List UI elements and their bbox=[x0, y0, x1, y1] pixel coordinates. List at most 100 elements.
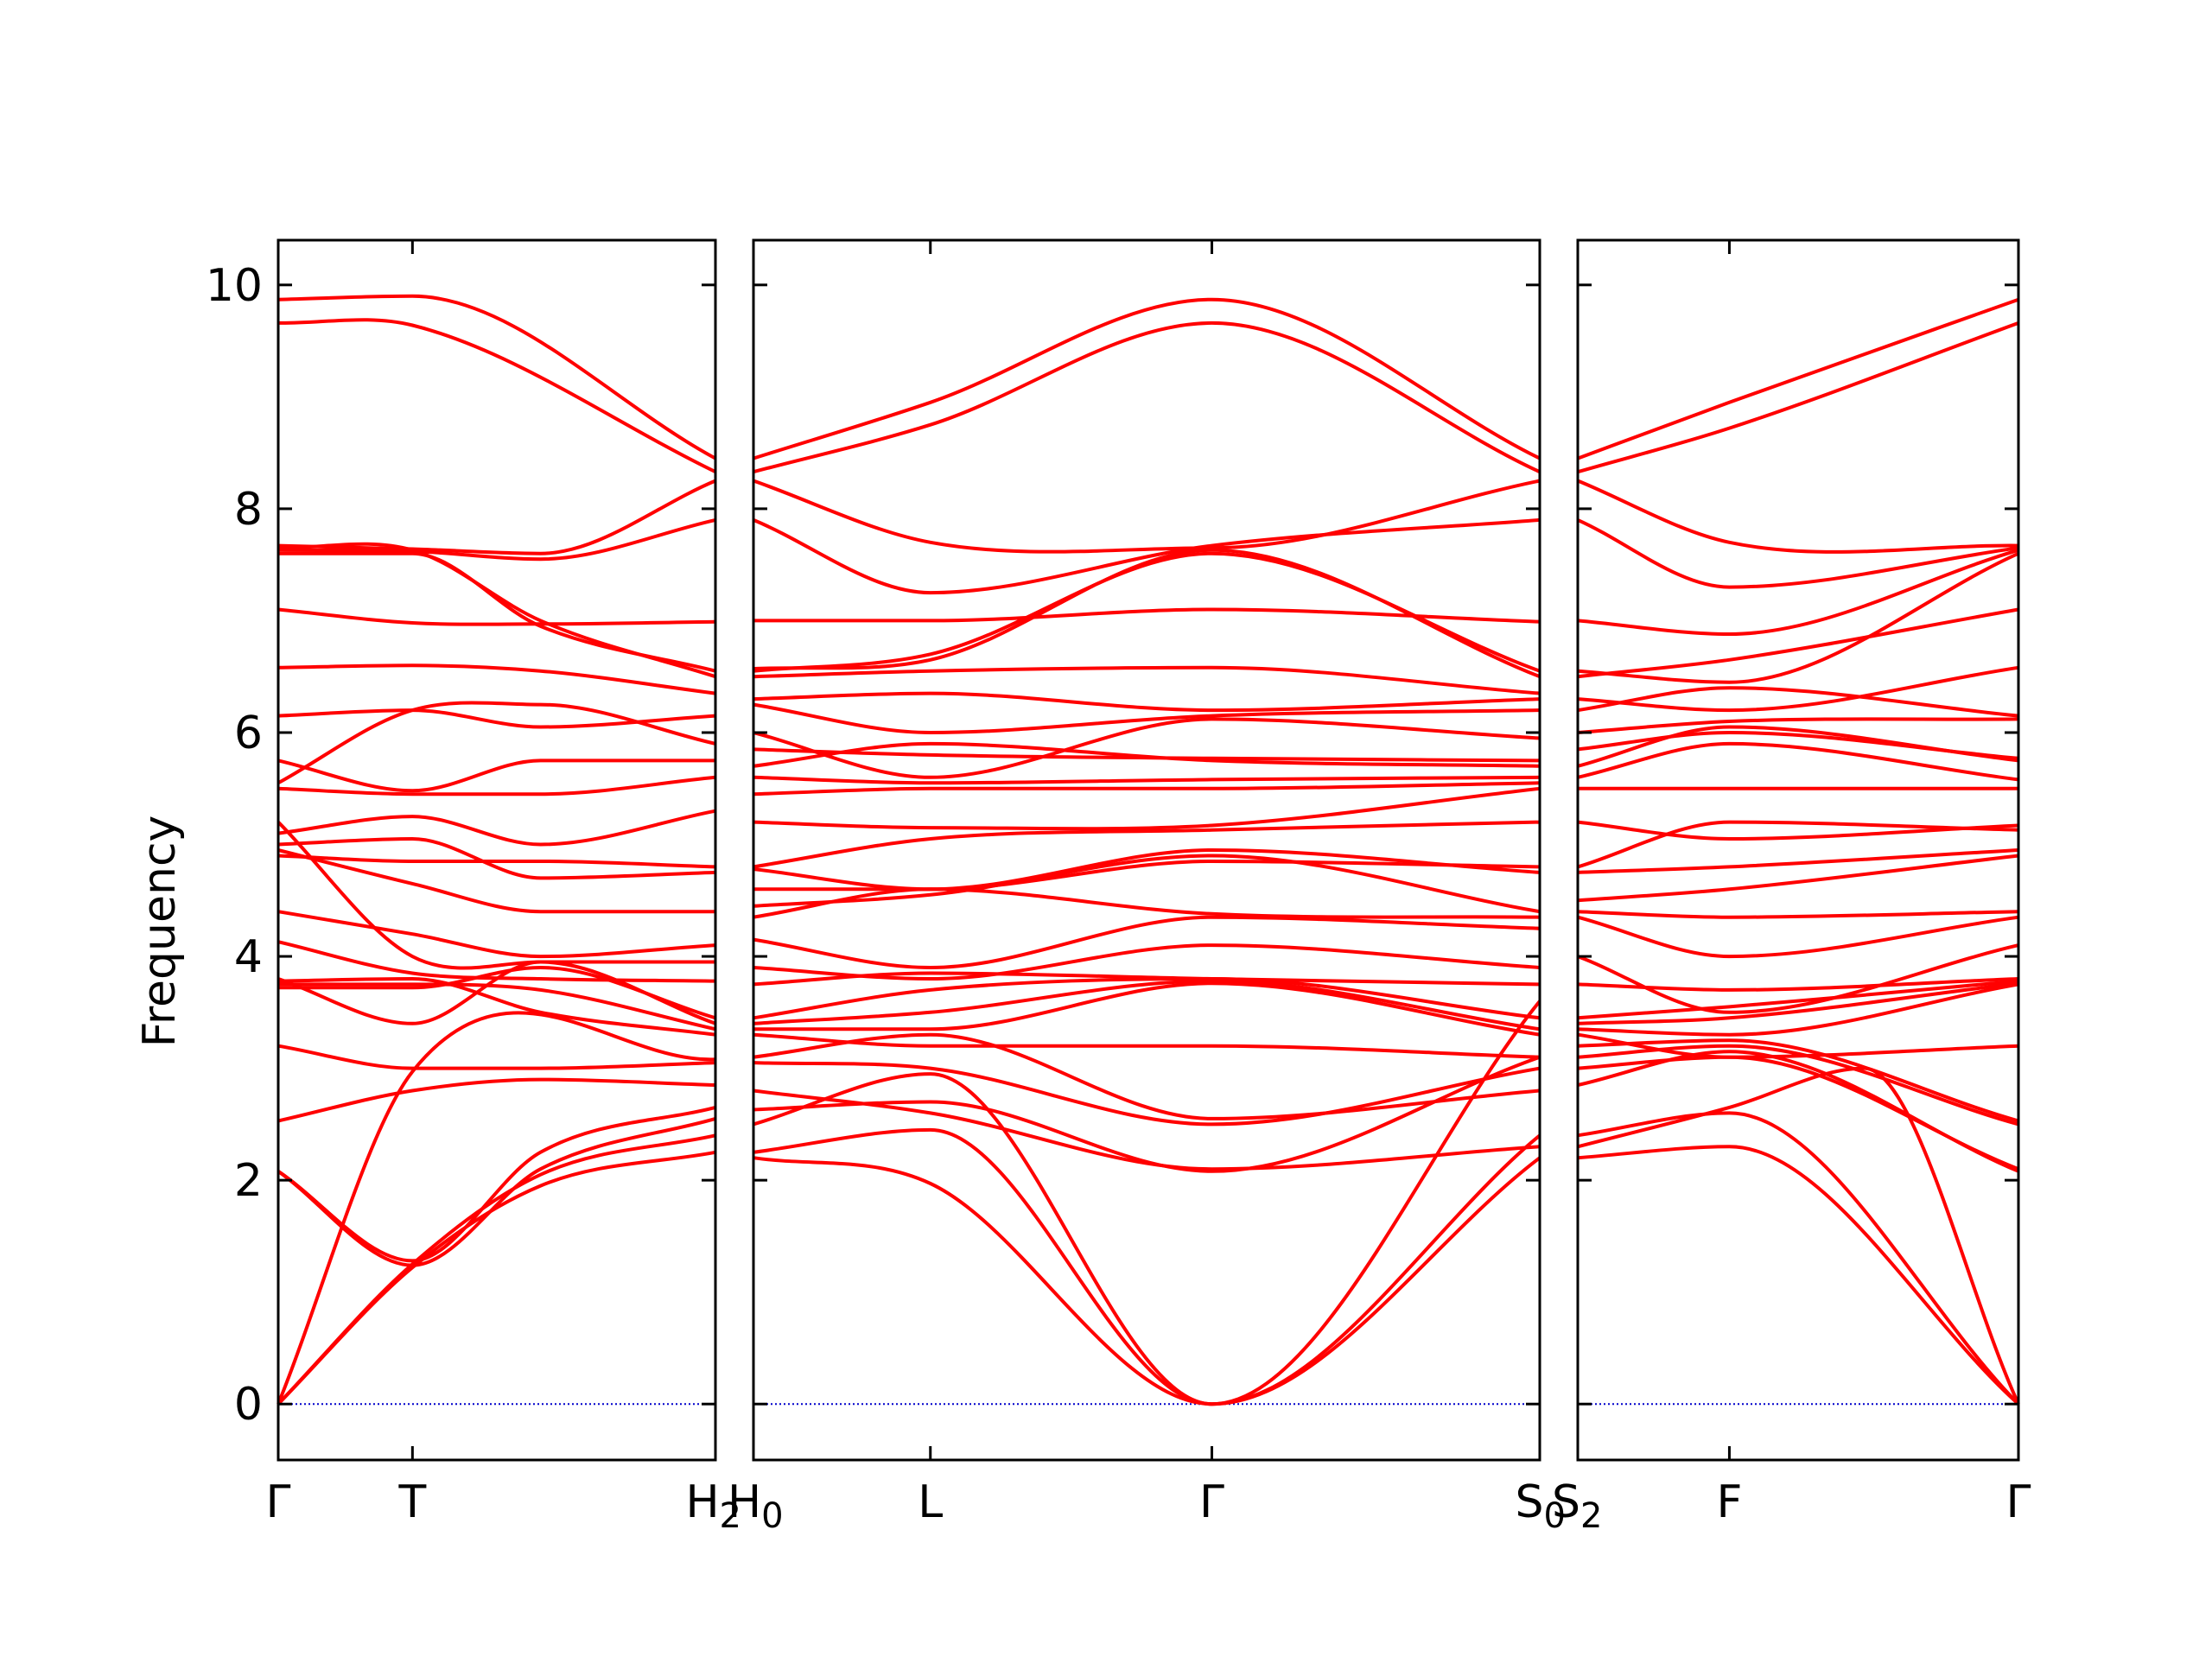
panel-frame bbox=[1576, 238, 2020, 1462]
band-line bbox=[1577, 665, 2019, 713]
band-line bbox=[753, 979, 1541, 1031]
band-line bbox=[277, 294, 716, 460]
y-tick-label: 2 bbox=[234, 1155, 263, 1207]
band-line bbox=[753, 1127, 1541, 1406]
band-line bbox=[753, 741, 1541, 768]
band-line bbox=[753, 860, 1541, 892]
band-line bbox=[277, 542, 716, 679]
band-line bbox=[277, 318, 716, 473]
band-line bbox=[1577, 848, 2019, 874]
band-line bbox=[277, 607, 716, 626]
band-line bbox=[277, 701, 716, 785]
band-line bbox=[1577, 607, 2019, 679]
band-line bbox=[277, 775, 716, 797]
band-line bbox=[1577, 977, 2019, 992]
band-line bbox=[1577, 1145, 2020, 1406]
band-line bbox=[1577, 910, 2019, 919]
band-line bbox=[1577, 1044, 2019, 1127]
band-line bbox=[277, 977, 716, 1037]
band-line bbox=[753, 297, 1541, 460]
band-line bbox=[753, 1055, 1541, 1173]
band-line bbox=[753, 1156, 1541, 1406]
band-line bbox=[753, 854, 1541, 914]
x-tick-label: H0 bbox=[728, 1476, 784, 1536]
band-line bbox=[753, 1000, 1541, 1406]
band-line bbox=[753, 1032, 1541, 1120]
band-line bbox=[1577, 479, 2019, 554]
band-line bbox=[277, 1044, 716, 1070]
band-line bbox=[1577, 686, 2019, 718]
panel-frame bbox=[276, 238, 717, 1462]
x-tick-label: F bbox=[1716, 1476, 1742, 1528]
x-tick-label: L bbox=[918, 1476, 943, 1528]
band-line bbox=[753, 479, 1541, 554]
band-line bbox=[753, 517, 1541, 595]
band-line bbox=[753, 781, 1541, 797]
band-line bbox=[277, 1077, 716, 1123]
band-line bbox=[1577, 981, 2019, 1025]
band-line bbox=[753, 981, 1541, 1037]
band-line bbox=[753, 786, 1541, 831]
band-line bbox=[277, 663, 716, 695]
band-line bbox=[753, 665, 1541, 695]
band-line bbox=[753, 915, 1541, 969]
band-line bbox=[1577, 1055, 2019, 1171]
band-line bbox=[753, 1089, 1541, 1171]
band-line bbox=[753, 702, 1541, 734]
band-line bbox=[753, 775, 1541, 785]
band-line bbox=[277, 848, 715, 914]
band-line bbox=[753, 887, 1541, 919]
band-line bbox=[276, 1133, 716, 1406]
y-tick-label: 10 bbox=[206, 260, 263, 312]
band-line bbox=[753, 1061, 1541, 1127]
axes-layer bbox=[276, 238, 2020, 1462]
band-line bbox=[1577, 820, 2019, 869]
band-line bbox=[276, 1011, 716, 1405]
band-line bbox=[1577, 1066, 2020, 1406]
band-line bbox=[1577, 518, 2019, 589]
x-tick-label: Γ bbox=[1199, 1476, 1224, 1528]
y-axis-label: Frequency bbox=[134, 816, 186, 1048]
band-line bbox=[277, 517, 716, 562]
y-tick-label: 8 bbox=[234, 484, 263, 536]
band-line bbox=[277, 708, 716, 729]
band-line bbox=[753, 977, 1541, 1020]
band-line bbox=[753, 321, 1541, 474]
band-line bbox=[1577, 717, 2019, 734]
band-line bbox=[278, 966, 716, 1020]
band-line bbox=[1577, 297, 2019, 460]
band-line bbox=[277, 940, 716, 983]
band-line bbox=[277, 809, 716, 847]
band-line bbox=[1577, 1111, 2020, 1406]
band-line bbox=[753, 943, 1541, 981]
x-tick-label: S2 bbox=[1552, 1476, 1602, 1536]
band-line bbox=[276, 1116, 716, 1267]
band-line bbox=[277, 479, 716, 555]
x-tick-label: Γ bbox=[266, 1476, 291, 1528]
band-line bbox=[1577, 548, 2019, 636]
band-line bbox=[277, 960, 716, 1025]
x-tick-label: Γ bbox=[2006, 1476, 2031, 1528]
band-line bbox=[1577, 820, 2019, 841]
band-line bbox=[753, 848, 1541, 892]
y-tick-label: 0 bbox=[234, 1379, 263, 1431]
band-line bbox=[1577, 731, 2019, 760]
x-tick-label: S0 bbox=[1516, 1476, 1566, 1536]
band-line bbox=[753, 691, 1541, 713]
band-line bbox=[278, 551, 716, 673]
band-line bbox=[277, 910, 716, 959]
panel-frame bbox=[752, 238, 1541, 1462]
band-line bbox=[276, 821, 715, 970]
band-line bbox=[1577, 741, 2019, 782]
band-line bbox=[753, 548, 1541, 679]
band-line bbox=[753, 1032, 1541, 1059]
band-line bbox=[1577, 854, 2019, 903]
band-line bbox=[277, 837, 716, 880]
band-line bbox=[1577, 915, 2019, 959]
band-line bbox=[1577, 551, 2019, 684]
bands-layer bbox=[276, 294, 2020, 1406]
band-line bbox=[1577, 979, 2019, 1020]
